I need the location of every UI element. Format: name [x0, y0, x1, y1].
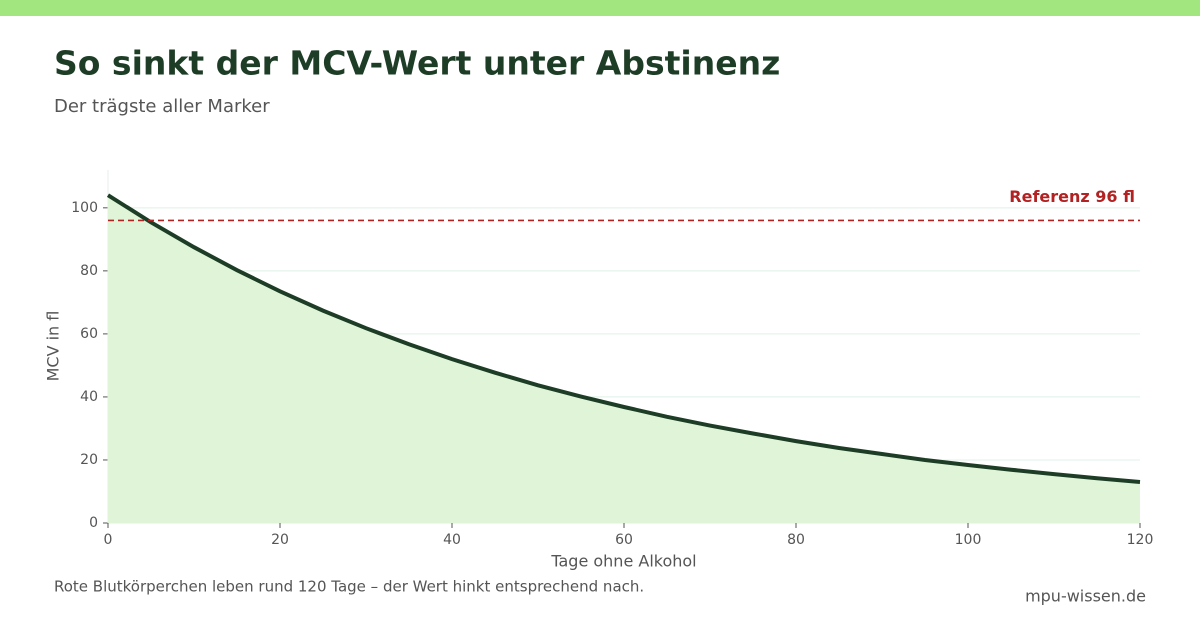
note: Rote Blutkörperchen leben rund 120 Tage …	[54, 578, 644, 596]
y-tick-label: 40	[80, 389, 98, 405]
x-tick-label: 120	[1127, 532, 1154, 548]
x-axis-label: Tage ohne Alkohol	[550, 552, 696, 571]
chart-subtitle: Der trägste aller Marker	[54, 96, 270, 117]
chart-title: So sinkt der MCV-Wert unter Abstinenz	[54, 44, 780, 83]
x-tick-label: 100	[955, 532, 982, 548]
x-tick-label: 40	[443, 532, 461, 548]
y-tick-label: 60	[80, 326, 98, 342]
y-tick-label: 0	[89, 515, 98, 531]
y-tick-label: 100	[71, 200, 98, 216]
source: mpu-wissen.de	[1025, 587, 1146, 606]
x-tick-label: 60	[615, 532, 633, 548]
area	[108, 195, 1140, 523]
y-tick-label: 20	[80, 452, 98, 468]
y-axis-label: MCV in fl	[44, 311, 63, 382]
x-tick-label: 0	[104, 532, 113, 548]
line	[106, 193, 1141, 484]
y-tick-label: 80	[80, 263, 98, 279]
top-bar	[0, 0, 1200, 16]
reference-label: Referenz 96 fl	[1009, 187, 1135, 206]
x-tick-label: 20	[271, 532, 289, 548]
x-tick-label: 80	[787, 532, 805, 548]
